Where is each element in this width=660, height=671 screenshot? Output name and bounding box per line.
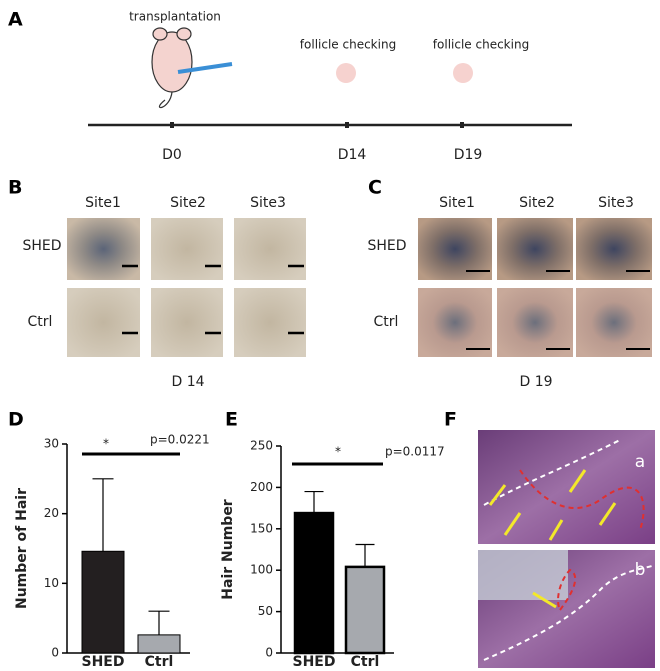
y-tick-label: 50 [258,604,273,618]
chart: 0 50 100 150 200 250 Hair Number SHED Ctrl * p=0.0… [220,439,445,671]
photo [497,218,573,280]
significance-star: * [335,445,341,459]
day-label: D0 [162,147,182,163]
photo [234,218,306,280]
column-label: Site2 [519,195,555,211]
column-label: Site1 [85,195,121,211]
panel-label: B [8,177,22,199]
scale-bars [122,264,304,335]
histology-image [478,430,655,544]
p-value: p=0.0221 [150,433,210,447]
follicle-icon [336,63,356,83]
panel-label: D [8,409,24,431]
photo [418,288,492,357]
chart: 0 10 20 30 Number of Hair SHED Ctrl * p=0.0221 [14,433,210,671]
photo [151,218,223,280]
panel-label: E [225,409,238,431]
column-label: Site1 [439,195,475,211]
y-tick-label: 30 [44,437,59,451]
inset-label: a [635,452,645,472]
event-label: transplantation [129,10,221,24]
panel-labels: A B C D E F [8,9,457,431]
timeline-panel: transplantation follicle checking follic… [88,10,572,163]
follicle-outlines [483,439,656,661]
check-label: follicle checking [300,38,396,52]
y-tick-label: 0 [265,646,273,660]
panel-b: Site1 Site2 Site3 SHED Ctrl D 14 [22,195,306,390]
histology-background [478,550,568,600]
y-tick-label: 100 [250,563,273,577]
arrows [488,469,617,609]
photo [576,288,652,357]
photo [576,218,652,280]
inset-label: b [635,560,646,580]
panel-f: a b [478,430,656,668]
photo [67,288,140,357]
significance-star: * [103,437,109,451]
row-label: SHED [367,238,406,254]
photo [151,288,223,357]
p-value: p=0.0117 [385,445,445,459]
follicle-icon [453,63,473,83]
panel-label: C [368,177,382,199]
y-tick-label: 150 [250,521,273,535]
y-tick-label: 200 [250,480,273,494]
caption: D 14 [171,374,204,390]
photo [418,218,492,280]
y-tick-label: 20 [44,506,59,520]
photo [67,218,140,280]
x-tick-label: Ctrl [351,654,380,670]
mouse-icon [151,27,233,109]
y-tick-label: 250 [250,439,273,453]
row-label: SHED [22,238,61,254]
column-label: Site2 [170,195,206,211]
row-label: Ctrl [28,314,53,330]
x-tick-label: SHED [82,654,125,670]
row-label: Ctrl [374,314,399,330]
y-axis-label: Hair Number [220,499,236,600]
scale-bars [466,270,650,350]
caption: D 19 [519,374,552,390]
check-label: follicle checking [433,38,529,52]
timeline-tick [345,122,349,128]
photo [234,288,306,357]
panel-c: Site1 Site2 Site3 SHED Ctrl D 19 [367,195,652,390]
y-tick-label: 0 [51,646,59,660]
panel-label: F [444,409,457,431]
bar [344,565,386,655]
column-label: Site3 [598,195,634,211]
bar [81,550,125,654]
y-axis-label: Number of Hair [14,488,30,609]
panel-label: A [8,9,23,31]
x-tick-label: Ctrl [145,654,174,670]
y-tick-label: 10 [44,576,59,590]
timeline-tick [170,122,174,128]
day-label: D19 [454,147,483,163]
x-tick-label: SHED [293,654,336,670]
bar [293,511,335,655]
timeline-tick [460,122,464,128]
column-label: Site3 [250,195,286,211]
photo [497,288,573,357]
bar [137,634,181,654]
day-label: D14 [338,147,367,163]
